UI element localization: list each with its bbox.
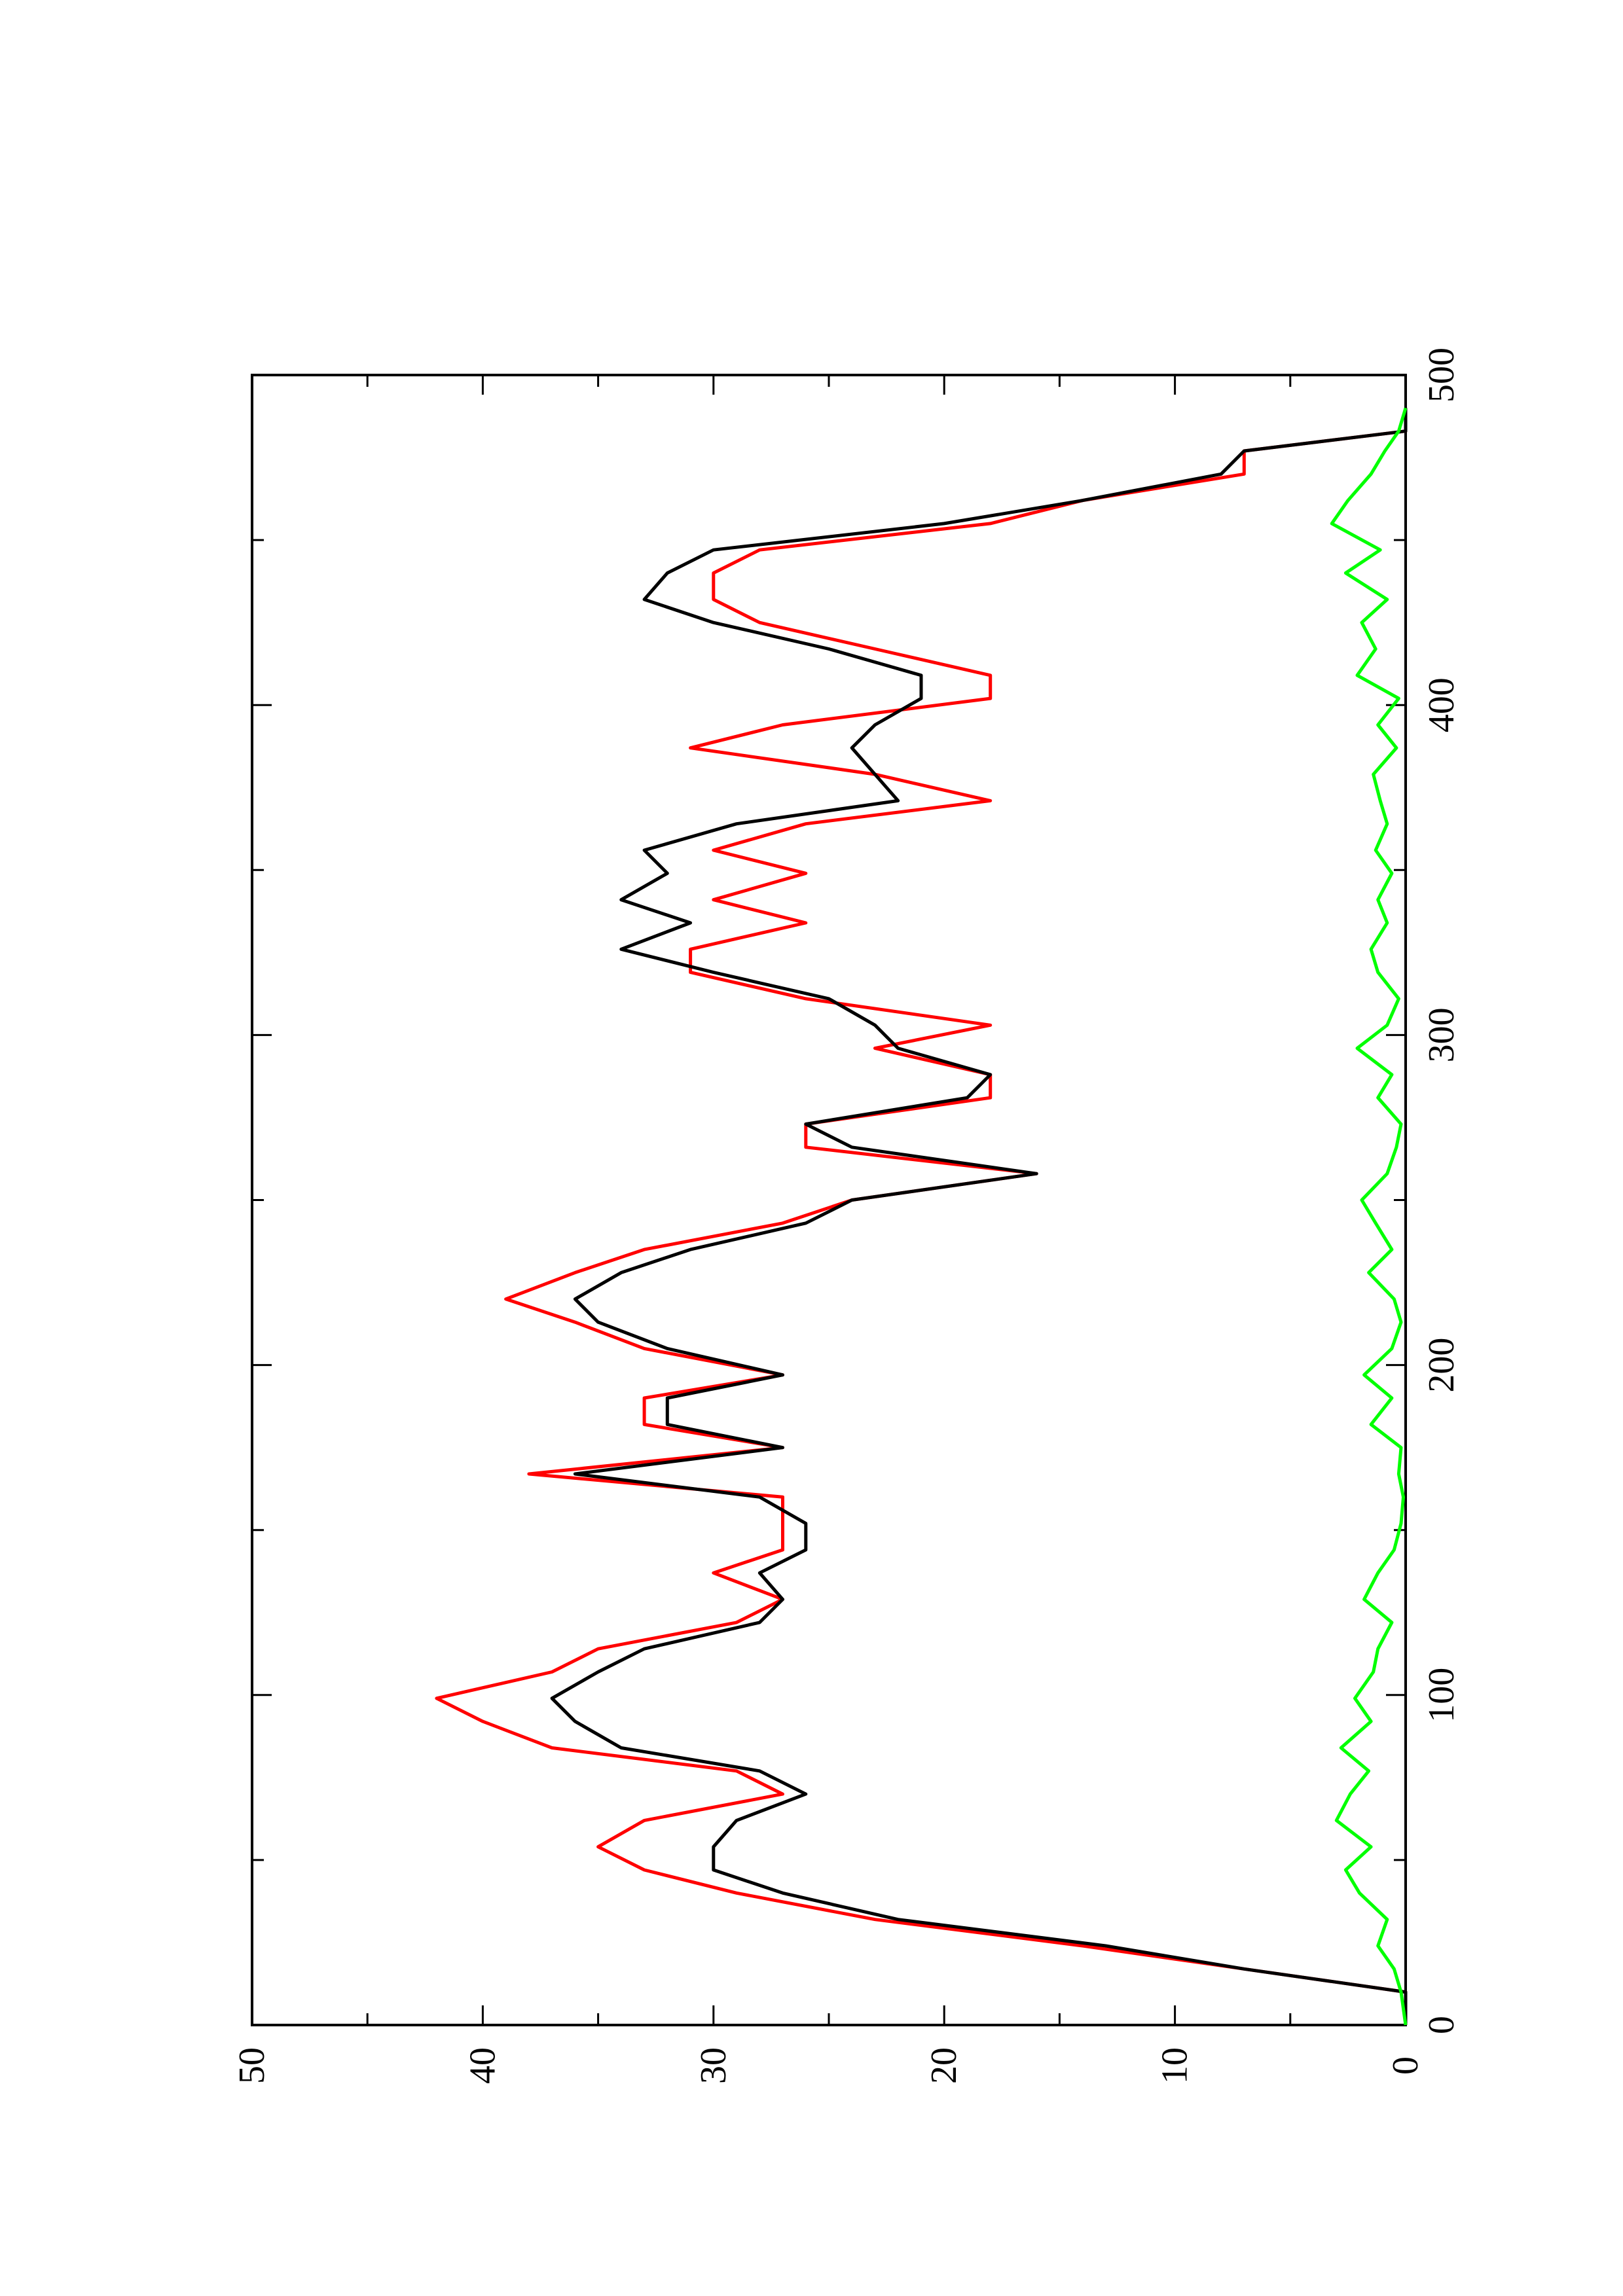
series-line-2 bbox=[550, 408, 1408, 2025]
x-tick-label: 200 bbox=[1421, 1338, 1462, 1393]
y-tick-label: 40 bbox=[462, 2047, 503, 2084]
y-tick-label: 30 bbox=[693, 2047, 734, 2084]
x-tick-label: 100 bbox=[1421, 1668, 1462, 1723]
x-tick-label: 400 bbox=[1421, 677, 1462, 732]
y-tick-label: 20 bbox=[924, 2047, 964, 2084]
series-line-1 bbox=[435, 408, 1408, 2025]
x-tick-label: 0 bbox=[1421, 2016, 1462, 2034]
y-tick-label: 50 bbox=[232, 2047, 272, 2084]
series-line-3 bbox=[1330, 407, 1408, 2026]
y-tick-label: 0 bbox=[1385, 2056, 1426, 2075]
y-tick-label: 10 bbox=[1155, 2047, 1195, 2084]
x-tick-label: 300 bbox=[1421, 1007, 1462, 1062]
plot-frame bbox=[251, 374, 1407, 2026]
x-tick-label: 500 bbox=[1421, 348, 1462, 403]
